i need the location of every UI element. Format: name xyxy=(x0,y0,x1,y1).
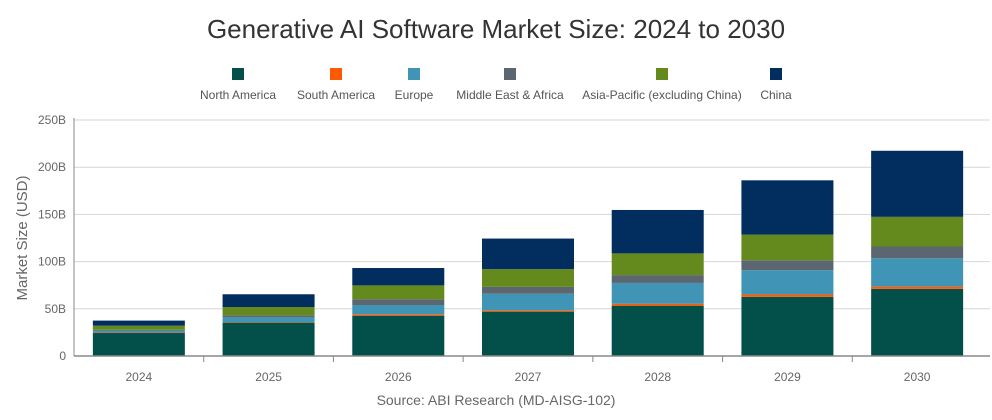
bar-segment xyxy=(482,293,574,311)
bar-segment xyxy=(741,296,834,356)
chart-title: Generative AI Software Market Size: 2024… xyxy=(206,14,786,44)
bar-segment xyxy=(871,150,964,217)
bar-segment xyxy=(611,209,704,254)
legend-swatch xyxy=(232,68,244,80)
bar-segment xyxy=(871,216,964,247)
bar-segment xyxy=(871,286,964,289)
bar-segment xyxy=(482,238,574,270)
y-tick-label: 50B xyxy=(45,302,66,316)
x-tick-label: 2024 xyxy=(126,370,153,384)
legend-label: Asia-Pacific (excluding China) xyxy=(582,88,742,102)
bar-segment xyxy=(92,329,185,331)
legend-item[interactable]: North America xyxy=(118,68,358,102)
y-tick-label: 150B xyxy=(38,207,66,221)
x-tick-label: 2026 xyxy=(385,370,412,384)
y-tick-label: 100B xyxy=(38,255,66,269)
bar-segment xyxy=(352,299,445,306)
bar-segment xyxy=(611,275,704,283)
bar-segment xyxy=(611,282,704,304)
bar-segment xyxy=(482,269,574,287)
bar-segment xyxy=(741,260,834,271)
x-tick-label: 2028 xyxy=(644,370,671,384)
legend-swatch xyxy=(504,68,516,80)
bar-segment xyxy=(352,315,445,356)
y-tick-label: 250B xyxy=(38,113,66,127)
bar-segment xyxy=(871,258,964,287)
y-tick-label: 200B xyxy=(38,160,66,174)
legend-item[interactable]: China xyxy=(656,68,896,102)
x-tick-label: 2029 xyxy=(774,370,801,384)
legend-label: South America xyxy=(296,88,376,102)
bar-segment xyxy=(611,305,704,356)
bar-segment xyxy=(352,305,445,315)
bar-segment xyxy=(92,332,185,356)
bar-segment xyxy=(352,268,445,286)
legend-label: North America xyxy=(199,88,277,102)
bar-segment xyxy=(222,294,315,308)
x-tick-label: 2027 xyxy=(515,370,542,384)
bar-segment xyxy=(92,330,185,333)
bar-segment xyxy=(222,322,315,356)
bar-segment xyxy=(871,246,964,259)
legend-swatch xyxy=(408,68,420,80)
bar-segment xyxy=(611,253,704,276)
bar-segment xyxy=(352,314,445,316)
bar-segment xyxy=(741,270,834,295)
legend-label: Europe xyxy=(394,88,434,102)
bar-segment xyxy=(352,285,445,300)
x-tick-label: 2025 xyxy=(255,370,282,384)
bar-segment xyxy=(92,320,185,326)
bar-segment xyxy=(482,311,574,356)
legend-item[interactable]: South America xyxy=(216,68,456,102)
bar-segment xyxy=(871,288,964,356)
legend-item[interactable]: Middle East & Africa xyxy=(390,68,630,102)
bar-segment xyxy=(482,286,574,294)
bar-segment xyxy=(222,317,315,323)
legend-item[interactable]: Europe xyxy=(294,68,534,102)
bar-segment xyxy=(741,294,834,297)
legend-swatch xyxy=(330,68,342,80)
bar-segment xyxy=(482,310,574,312)
legend-label: Middle East & Africa xyxy=(456,88,564,102)
legend-swatch xyxy=(770,68,782,80)
bar-segment xyxy=(222,322,315,323)
bar-segment xyxy=(92,325,185,330)
x-tick-label: 2030 xyxy=(904,370,931,384)
bar-segment xyxy=(92,332,185,334)
source-note: Source: ABI Research (MD-AISG-102) xyxy=(376,392,616,408)
legend-label: China xyxy=(760,88,792,102)
bar-segment xyxy=(741,234,834,261)
bar-segment xyxy=(741,180,834,235)
legend-swatch xyxy=(656,68,668,80)
bar-segment xyxy=(222,307,315,316)
bar-segment xyxy=(611,303,704,306)
bar-segment xyxy=(222,315,315,318)
y-tick-label: 0 xyxy=(59,349,66,363)
legend-item[interactable]: Asia-Pacific (excluding China) xyxy=(542,68,782,102)
y-axis-label: Market Size (USD) xyxy=(14,175,31,300)
